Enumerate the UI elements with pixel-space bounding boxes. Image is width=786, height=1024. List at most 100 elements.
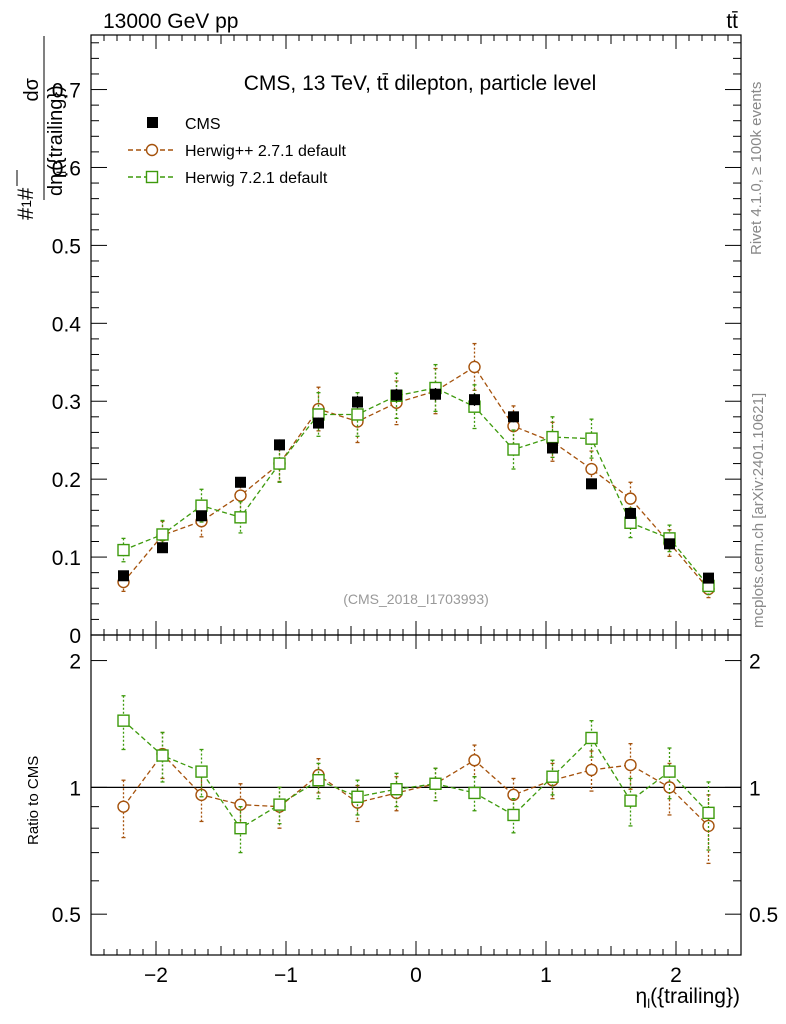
ratio-point-herwig7 bbox=[234, 821, 247, 835]
data-point-cms bbox=[352, 396, 363, 408]
data-point-herwig7 bbox=[117, 543, 130, 557]
legend: CMS Herwig++ 2.7.1 default Herwig 7.2.1 … bbox=[128, 116, 347, 187]
data-point-cms bbox=[391, 389, 402, 401]
data-point-cms bbox=[430, 388, 441, 400]
data-point-cms bbox=[235, 476, 246, 488]
series-herwigpp bbox=[117, 342, 715, 599]
ratio-point-herwig7 bbox=[273, 798, 286, 811]
ratio-point-herwigpp bbox=[585, 763, 598, 777]
data-point-cms bbox=[313, 417, 324, 429]
ratio-point-herwigpp bbox=[624, 758, 637, 772]
plot-title: CMS, 13 TeV, tt̄ dilepton, particle leve… bbox=[244, 72, 597, 95]
axes-layer: −2 −1 0 1 2 0 0.1 0.2 0.3 0.4 0.5 0.6 0.7 0.5 0.5 1 1 2 2 bbox=[52, 35, 778, 987]
y-axis-label-numerator: dσ bbox=[21, 77, 43, 101]
ratio-tick-label-left: 0.5 bbox=[52, 904, 81, 927]
ratio-tick-label-left: 1 bbox=[69, 777, 81, 800]
data-point-herwig7 bbox=[156, 528, 169, 541]
data-point-herwigpp bbox=[624, 492, 637, 505]
legend-label-herwigpp: Herwig++ 2.7.1 default bbox=[185, 143, 347, 160]
x-tick-label: 1 bbox=[540, 964, 552, 987]
ratio-point-herwigpp bbox=[468, 754, 481, 767]
data-point-herwig7 bbox=[585, 432, 598, 445]
legend-marker-cms bbox=[147, 117, 158, 128]
data-point-herwig7 bbox=[624, 516, 637, 529]
ratio-point-herwig7 bbox=[390, 783, 403, 796]
x-axis-label: ηl({trailing}) bbox=[636, 985, 740, 1011]
mcplots-label: mcplots.cern.ch [arXiv:2401.10621] bbox=[750, 393, 767, 628]
y-tick-label: 0.1 bbox=[52, 547, 81, 570]
ratio-point-herwig7 bbox=[351, 790, 364, 803]
ratio-tick-label-right: 1 bbox=[749, 777, 761, 800]
series-cms bbox=[118, 387, 714, 584]
ratio-tick-label-right: 2 bbox=[749, 651, 761, 674]
analysis-id: (CMS_2018_I1703993) bbox=[343, 591, 489, 607]
series-herwig7 bbox=[117, 363, 715, 596]
ratio-point-herwig7 bbox=[624, 794, 637, 807]
y-axis-label: #1# dσ dηl({trailing}) bbox=[13, 36, 69, 220]
ratio-point-herwig7 bbox=[507, 808, 520, 822]
ratio-point-herwigpp bbox=[234, 798, 247, 811]
data-point-cms bbox=[586, 478, 597, 490]
ratio-point-herwigpp bbox=[117, 800, 130, 813]
ratio-series-herwig7 bbox=[117, 695, 715, 854]
y-axis-label-denominator: dηl({trailing}) bbox=[45, 85, 69, 196]
x-tick-label: 2 bbox=[670, 964, 682, 987]
ratio-point-herwig7 bbox=[429, 777, 442, 790]
data-point-herwigpp bbox=[468, 360, 481, 374]
data-point-herwig7 bbox=[351, 408, 364, 421]
data-point-cms bbox=[118, 570, 129, 582]
series-layer bbox=[117, 342, 715, 599]
ratio-point-herwig7 bbox=[117, 714, 130, 727]
ratio-point-herwig7 bbox=[195, 765, 208, 778]
data-point-herwigpp bbox=[585, 462, 598, 476]
data-point-herwig7 bbox=[546, 430, 559, 444]
ratio-point-herwig7 bbox=[702, 806, 715, 820]
ratio-plot-frame bbox=[90, 634, 742, 956]
data-point-herwig7 bbox=[234, 511, 247, 524]
data-point-herwig7 bbox=[195, 499, 208, 512]
legend-marker-herwig7 bbox=[145, 170, 159, 184]
x-tick-label: −1 bbox=[274, 964, 298, 987]
ratio-tick-label-left: 2 bbox=[69, 651, 81, 674]
y-tick-label: 0.4 bbox=[52, 313, 82, 336]
x-tick-label: 0 bbox=[410, 964, 422, 987]
series-line-herwigpp bbox=[123, 366, 709, 590]
data-point-herwig7 bbox=[507, 443, 520, 456]
data-point-cms bbox=[547, 442, 558, 454]
data-point-cms bbox=[469, 394, 480, 406]
ratio-tick-label-right: 0.5 bbox=[749, 904, 778, 927]
ratio-point-herwig7 bbox=[312, 773, 325, 787]
data-point-cms bbox=[508, 411, 519, 423]
data-point-cms bbox=[157, 542, 168, 554]
data-point-cms bbox=[274, 439, 285, 451]
ratio-point-herwig7 bbox=[546, 770, 559, 783]
data-point-cms bbox=[196, 510, 207, 522]
header-energy-label: 13000 GeV pp bbox=[103, 10, 238, 33]
ratio-point-herwig7 bbox=[663, 765, 676, 778]
y-tick-label: 0.3 bbox=[52, 391, 81, 414]
legend-label-cms: CMS bbox=[185, 116, 221, 133]
y-tick-label: 0.5 bbox=[52, 235, 81, 258]
legend-marker-herwigpp bbox=[145, 143, 159, 157]
data-point-cms bbox=[664, 538, 675, 550]
legend-label-herwig7: Herwig 7.2.1 default bbox=[185, 170, 328, 187]
ratio-point-herwig7 bbox=[585, 731, 598, 745]
data-point-cms bbox=[625, 507, 636, 519]
ratio-y-axis-label: Ratio to CMS bbox=[25, 756, 42, 845]
y-tick-label: 0.6 bbox=[52, 157, 81, 180]
data-point-cms bbox=[703, 572, 714, 584]
ratio-point-herwig7 bbox=[468, 786, 481, 800]
header-process-label: tt̄ bbox=[726, 10, 738, 33]
y-tick-label: 0.7 bbox=[52, 80, 81, 103]
ratio-line-herwigpp bbox=[122, 753, 709, 827]
ratio-series-layer bbox=[117, 695, 715, 865]
y-axis-label-prefix: #1# bbox=[13, 187, 38, 220]
x-tick-label: −2 bbox=[144, 964, 168, 987]
ratio-point-herwigpp bbox=[663, 781, 676, 794]
data-point-herwigpp bbox=[234, 489, 247, 502]
series-line-herwig7 bbox=[123, 387, 710, 587]
data-point-herwig7 bbox=[273, 457, 286, 470]
y-tick-label: 0.2 bbox=[52, 469, 81, 492]
rivet-version-label: Rivet 4.1.0, ≥ 100k events bbox=[748, 82, 765, 255]
